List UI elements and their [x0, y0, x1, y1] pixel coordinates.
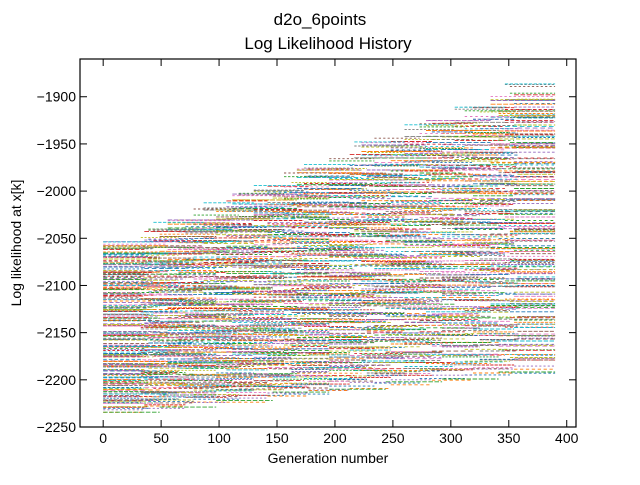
y-tick-label: −1900: [37, 89, 77, 105]
x-tick-label: 350: [497, 430, 521, 446]
series-line: [103, 98, 556, 249]
series-line: [103, 228, 556, 332]
series-line: [103, 179, 556, 295]
series-line: [103, 99, 556, 255]
series-line: [103, 168, 556, 301]
series-line: [103, 260, 556, 354]
x-tick-label: 0: [99, 430, 107, 446]
y-tick-label: −2100: [37, 277, 77, 293]
x-tick-label: 50: [153, 430, 169, 446]
series-line: [103, 173, 556, 294]
x-tick-label: 250: [381, 430, 405, 446]
x-axis-label: Generation number: [268, 450, 389, 466]
series-line: [103, 265, 556, 353]
series-line: [103, 98, 556, 249]
y-tick-label: −1950: [37, 136, 77, 152]
plot-frame: [79, 58, 577, 428]
series-line: [103, 253, 556, 345]
series-line: [103, 307, 556, 384]
x-tick-label: 150: [265, 430, 289, 446]
y-tick-label: −2150: [37, 325, 77, 341]
series-line: [103, 305, 556, 381]
chart-subtitle: Log Likelihood History: [244, 34, 412, 53]
series-line: [103, 371, 556, 413]
y-tick-label: −2200: [37, 372, 77, 388]
x-tick-label: 200: [323, 430, 347, 446]
series-line: [103, 83, 556, 243]
x-tick-label: 100: [207, 430, 231, 446]
series-line: [103, 171, 556, 298]
chart-title: d2o_6points: [274, 10, 367, 29]
series-line: [103, 85, 556, 247]
series-line: [103, 276, 556, 360]
series-line: [103, 134, 556, 273]
series-line: [103, 99, 556, 248]
series-line: [103, 271, 556, 362]
series-line: [103, 183, 556, 308]
series-line: [103, 113, 556, 257]
series-line: [103, 95, 556, 245]
series-line: [103, 273, 556, 365]
series-line: [103, 359, 556, 408]
y-tick-label: −2050: [37, 230, 77, 246]
series-line: [103, 318, 556, 387]
series-line: [103, 84, 556, 250]
series-line: [103, 283, 556, 367]
series-line: [103, 133, 556, 275]
series-line: [103, 198, 556, 315]
y-tick-label: −2000: [37, 183, 77, 199]
series-line: [103, 198, 556, 304]
x-tick-label: 400: [555, 430, 579, 446]
y-axis-label: Log likelihood at x[k]: [8, 180, 24, 307]
series-line: [103, 100, 556, 243]
x-tick-label: 300: [439, 430, 463, 446]
series-line: [103, 171, 556, 295]
series-line: [103, 143, 556, 272]
series-line: [103, 94, 556, 251]
series-line: [103, 200, 556, 321]
y-tick-label: −2250: [37, 419, 77, 435]
series-line: [103, 285, 556, 371]
series-line: [103, 226, 556, 335]
series-line: [103, 357, 556, 408]
